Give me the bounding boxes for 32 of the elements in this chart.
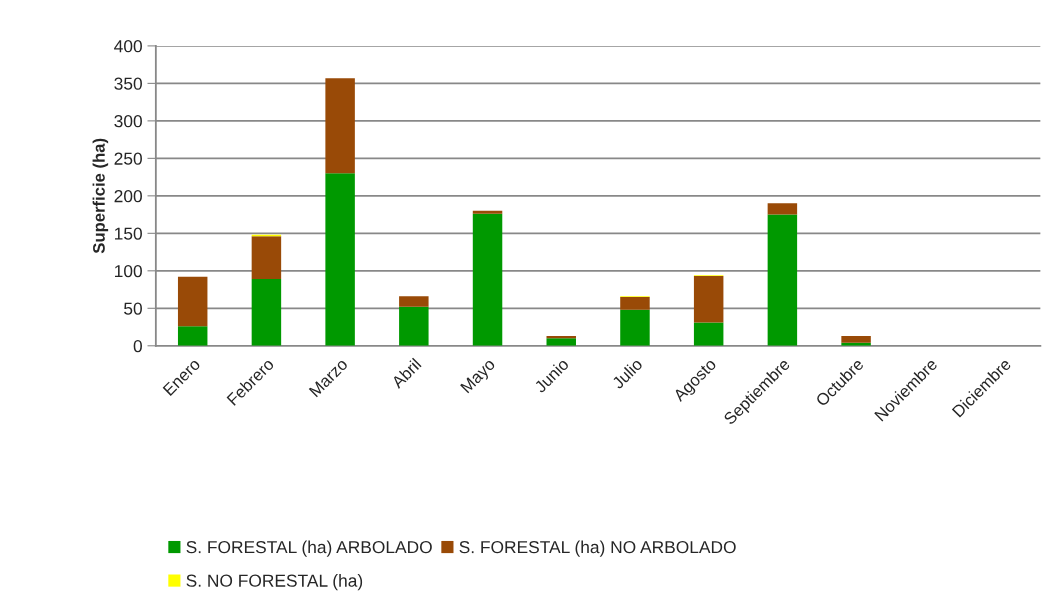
bar xyxy=(399,306,429,346)
bar xyxy=(251,279,282,346)
y-tick-label: 400 xyxy=(114,40,142,53)
y-tick-label: 50 xyxy=(124,302,142,315)
y-tick-label: 150 xyxy=(115,227,142,240)
x-tick-label: Julio xyxy=(610,357,644,390)
bar xyxy=(325,78,355,174)
legend-label: S. FORESTAL (ha) NO ARBOLADO xyxy=(459,540,736,557)
y-tick-label: 250 xyxy=(114,152,142,165)
y-tick-label: 100 xyxy=(115,264,142,278)
bar xyxy=(325,173,355,346)
y-tick-label: 0 xyxy=(133,339,142,353)
bar xyxy=(472,210,503,214)
bar xyxy=(767,203,798,215)
legend-label: S. FORESTAL (ha) ARBOLADO xyxy=(186,540,432,557)
y-tick-label: 200 xyxy=(114,190,142,203)
bar xyxy=(620,297,650,310)
y-tick-label: 300 xyxy=(114,115,142,128)
bar xyxy=(767,214,798,346)
bar xyxy=(177,326,208,346)
y-tick-label: 350 xyxy=(114,77,142,90)
bar xyxy=(472,213,503,346)
y-axis-title: Superficie (ha) xyxy=(92,138,109,254)
bar xyxy=(546,338,576,346)
bar xyxy=(251,236,282,280)
legend-label: S. NO FORESTAL (ha) xyxy=(186,574,363,591)
bar xyxy=(693,276,724,323)
bar xyxy=(177,276,208,327)
bar xyxy=(841,336,871,343)
bar xyxy=(399,296,429,307)
bar xyxy=(620,309,650,346)
bar xyxy=(693,322,724,346)
